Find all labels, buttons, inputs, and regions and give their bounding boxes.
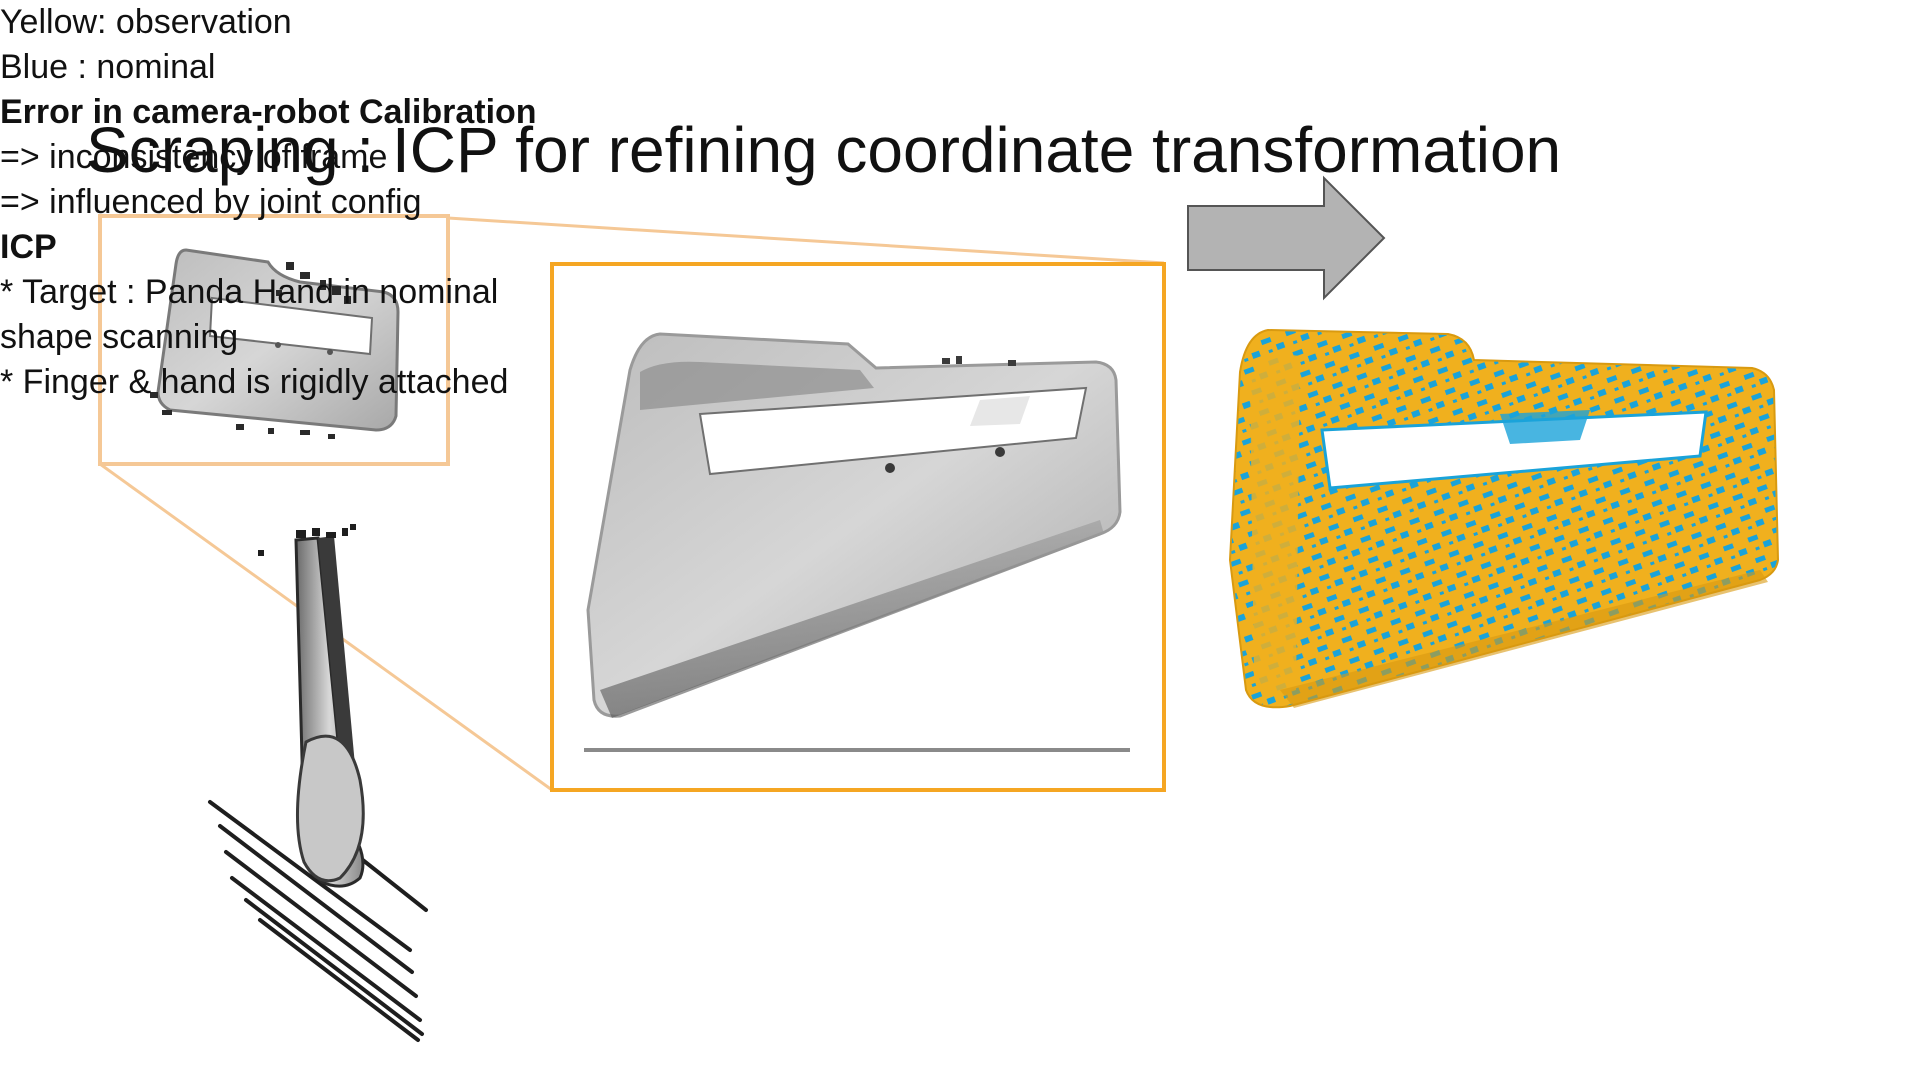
- icp-line: * Target : Panda Hand in nominal: [0, 273, 499, 311]
- icp-overlay-scan: [1228, 328, 1780, 709]
- right-arrow-icon: [1187, 175, 1386, 301]
- thumbnail-gripper-scan: [150, 248, 400, 439]
- icp-line: shape scanning: [0, 318, 239, 356]
- color-legend: Yellow: observation Blue : nominal: [0, 0, 1920, 90]
- icp-note: ICP * Target : Panda Hand in nominal sha…: [0, 225, 1920, 405]
- calibration-line: => inconsistency of frame: [0, 138, 388, 176]
- icp-line: * Finger & hand is rigidly attached: [0, 363, 509, 401]
- calibration-heading: Error in camera-robot Calibration: [0, 93, 537, 131]
- calibration-gripper-scan: [586, 332, 1122, 718]
- calibration-note: Error in camera-robot Calibration => inc…: [0, 90, 1920, 225]
- robot-finger-scan: [208, 524, 428, 1042]
- thumbnail-frame: [98, 214, 450, 466]
- icp-heading: ICP: [0, 228, 57, 266]
- slide-title: Scraping : ICP for refining coordinate t…: [86, 114, 1562, 186]
- legend-observation: Yellow: observation: [0, 3, 292, 41]
- calibration-line: => influenced by joint config: [0, 183, 422, 221]
- legend-nominal: Blue : nominal: [0, 48, 216, 86]
